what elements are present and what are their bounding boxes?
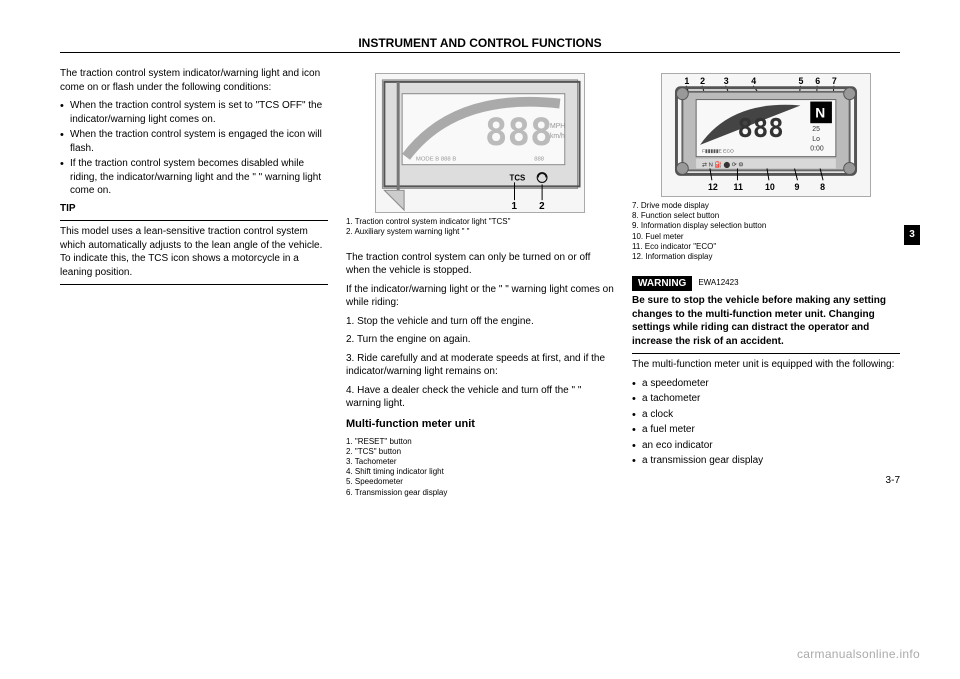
svg-text:3: 3: [724, 76, 729, 86]
tip-label: TIP: [60, 202, 328, 216]
column-1: The traction control system indicator/wa…: [60, 67, 328, 498]
svg-text:888: 888: [737, 114, 783, 144]
callout: 10. Fuel meter: [632, 232, 900, 241]
list-item: an eco indicator: [632, 439, 900, 453]
svg-text:11: 11: [734, 182, 743, 192]
tip-rule-end: [60, 284, 328, 285]
list-item: a speedometer: [632, 377, 900, 391]
section-tab: 3: [904, 225, 920, 245]
svg-text:5: 5: [798, 76, 803, 86]
column-3: 1 2 3 4 5 6 7: [632, 67, 900, 498]
svg-text:7: 7: [832, 76, 837, 86]
tcs-intro-text: The traction control system indicator/wa…: [60, 67, 328, 94]
warning-body: Be sure to stop the vehicle before makin…: [632, 294, 900, 348]
step-1: 1. Stop the vehicle and turn off the eng…: [346, 315, 614, 329]
svg-text:10: 10: [765, 182, 775, 192]
tip-body: This model uses a lean-sensitive tractio…: [60, 225, 328, 279]
svg-text:9: 9: [795, 182, 800, 192]
tcs-onoff-text: The traction control system can only be …: [346, 251, 614, 278]
step-2: 2. Turn the engine on again.: [346, 333, 614, 347]
svg-text:4: 4: [751, 76, 756, 86]
callout: 11. Eco indicator "ECO": [632, 242, 900, 251]
svg-text:12: 12: [708, 182, 718, 192]
warning-label: WARNING: [632, 276, 692, 292]
callout-2: 2. Auxiliary system warning light " ": [346, 227, 614, 236]
header-rule: [60, 52, 900, 53]
list-item: a tachometer: [632, 392, 900, 406]
figure-mfmu: 1 2 3 4 5 6 7: [661, 73, 871, 197]
mfmu-feature-list: a speedometer a tachometer a clock a fue…: [632, 377, 900, 468]
steps-list: 1. Stop the vehicle and turn off the eng…: [346, 315, 614, 411]
callout: 6. Transmission gear display: [346, 488, 614, 497]
list-item: a clock: [632, 408, 900, 422]
svg-text:TCS: TCS: [510, 173, 526, 182]
svg-text:8: 8: [820, 182, 825, 192]
callout: 2. "TCS" button: [346, 447, 614, 456]
content-columns: The traction control system indicator/wa…: [60, 67, 900, 498]
list-item: If the traction control system becomes d…: [60, 157, 328, 198]
svg-text:N: N: [815, 105, 825, 120]
mfmu-intro: The multi-function meter unit is equippe…: [632, 358, 900, 372]
callout: 8. Function select button: [632, 211, 900, 220]
fig1-label-2: 2: [539, 201, 545, 212]
list-item: When the traction control system is enga…: [60, 128, 328, 155]
step-4: 4. Have a dealer check the vehicle and t…: [346, 384, 614, 411]
fig2-callouts-right: 7. Drive mode display 8. Function select…: [632, 201, 900, 261]
tcs-conditions-list: When the traction control system is set …: [60, 99, 328, 198]
page-header: INSTRUMENT AND CONTROL FUNCTIONS: [60, 36, 900, 50]
svg-text:0:00: 0:00: [810, 146, 824, 153]
section-title-mfmu: Multi-function meter unit: [346, 417, 614, 432]
warning-code: EWA12423: [698, 278, 738, 289]
figure-tcs-panel: 888 MPH km/h MODE B 888 B 888 TCS 1 2: [375, 73, 585, 213]
svg-text:25: 25: [812, 126, 820, 133]
svg-text:2: 2: [700, 76, 705, 86]
svg-text:6: 6: [815, 76, 820, 86]
fig2-top-1: 1: [684, 76, 689, 86]
svg-text:888: 888: [485, 110, 553, 154]
callout: 9. Information display selection button: [632, 221, 900, 230]
fig2-callouts-left: 1. "RESET" button 2. "TCS" button 3. Tac…: [346, 437, 614, 497]
svg-text:km/h: km/h: [550, 133, 565, 140]
svg-text:⇄ N ⛽ ⬤ ⟳ ⚙: ⇄ N ⛽ ⬤ ⟳ ⚙: [702, 160, 744, 168]
warn-riding-text: If the indicator/warning light or the " …: [346, 283, 614, 310]
list-item: a transmission gear display: [632, 454, 900, 468]
warn-rule: [632, 353, 900, 354]
svg-text:MODE B 888 B: MODE B 888 B: [416, 157, 456, 163]
tip-rule: [60, 220, 328, 221]
callout: 4. Shift timing indicator light: [346, 467, 614, 476]
step-3: 3. Ride carefully and at moderate speeds…: [346, 352, 614, 379]
callout: 7. Drive mode display: [632, 201, 900, 210]
callout: 3. Tachometer: [346, 457, 614, 466]
fig1-label-1: 1: [512, 201, 518, 212]
svg-text:F▮▮▮▮▮E ECO: F▮▮▮▮▮E ECO: [702, 149, 734, 155]
page-number: 3-7: [632, 474, 900, 488]
callout: 5. Speedometer: [346, 477, 614, 486]
callout: 12. Information display: [632, 252, 900, 261]
list-item: a fuel meter: [632, 423, 900, 437]
svg-text:MPH: MPH: [550, 123, 565, 130]
callout-1: 1. Traction control system indicator lig…: [346, 217, 614, 226]
callout: 1. "RESET" button: [346, 437, 614, 446]
watermark: carmanualsonline.info: [797, 647, 920, 661]
svg-text:Lo: Lo: [812, 136, 820, 143]
svg-text:888: 888: [534, 157, 545, 163]
list-item: When the traction control system is set …: [60, 99, 328, 126]
column-2: 888 MPH km/h MODE B 888 B 888 TCS 1 2: [346, 67, 614, 498]
fig1-callouts: 1. Traction control system indicator lig…: [346, 217, 614, 236]
